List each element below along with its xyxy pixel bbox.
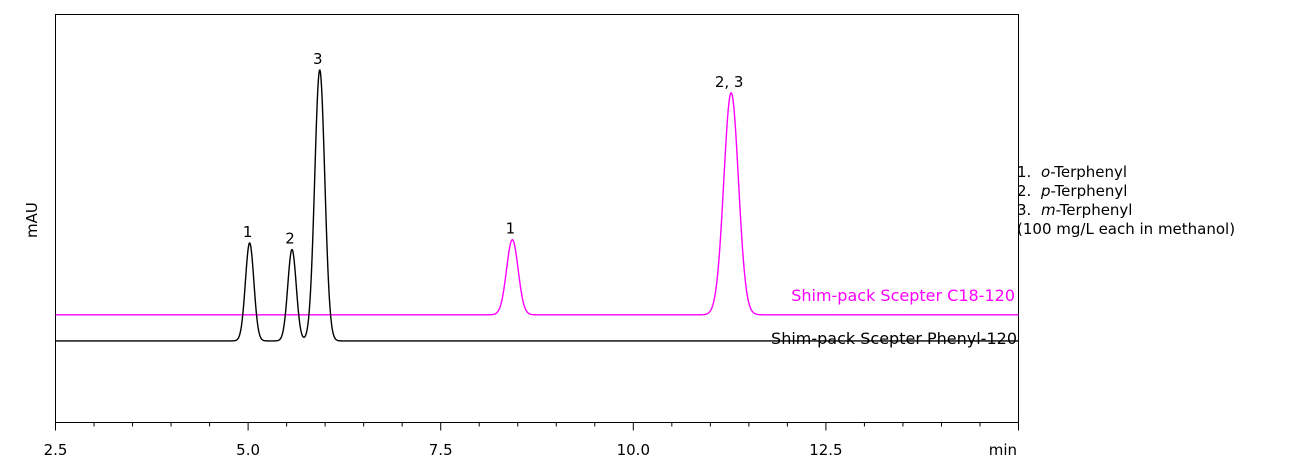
x-tick-label: 12.5 (809, 441, 842, 459)
peak-label: 2, 3 (715, 73, 744, 91)
legend-note: (100 mg/L each in methanol) (1017, 220, 1236, 238)
peak-label: 2 (285, 230, 295, 248)
compound-legend: 1. o-Terphenyl 2. p-Terphenyl 3. m-Terpheny… (1017, 163, 1235, 239)
peak-label: 1 (243, 223, 253, 241)
series-line-0 (55, 91, 1019, 316)
legend-item-1: 1. o-Terphenyl (1017, 163, 1128, 181)
y-axis-title: mAU (23, 202, 41, 238)
plot-frame (55, 14, 1019, 423)
x-axis-ticks: 2.5 5.0 7.5 10.0 12.5 (44, 422, 1019, 459)
chromatogram-traces (55, 69, 1019, 342)
peak-label: 3 (313, 50, 323, 68)
x-tick-label: 10.0 (617, 441, 650, 459)
x-tick-label: 7.5 (429, 441, 453, 459)
series-label-c18: Shim-pack Scepter C18-120 (791, 286, 1015, 305)
legend-item-2: 2. p-Terphenyl (1017, 182, 1128, 200)
x-tick-label: 5.0 (236, 441, 260, 459)
peak-labels: 1 2, 3 1 2 3 (243, 50, 744, 248)
peak-label: 1 (506, 220, 516, 238)
series-label-phenyl: Shim-pack Scepter Phenyl-120 (771, 329, 1017, 348)
x-axis-title: min (989, 441, 1017, 459)
series-line-1 (55, 69, 1019, 342)
x-tick-label: 2.5 (44, 441, 68, 459)
legend-item-3: 3. m-Terphenyl (1017, 201, 1133, 219)
